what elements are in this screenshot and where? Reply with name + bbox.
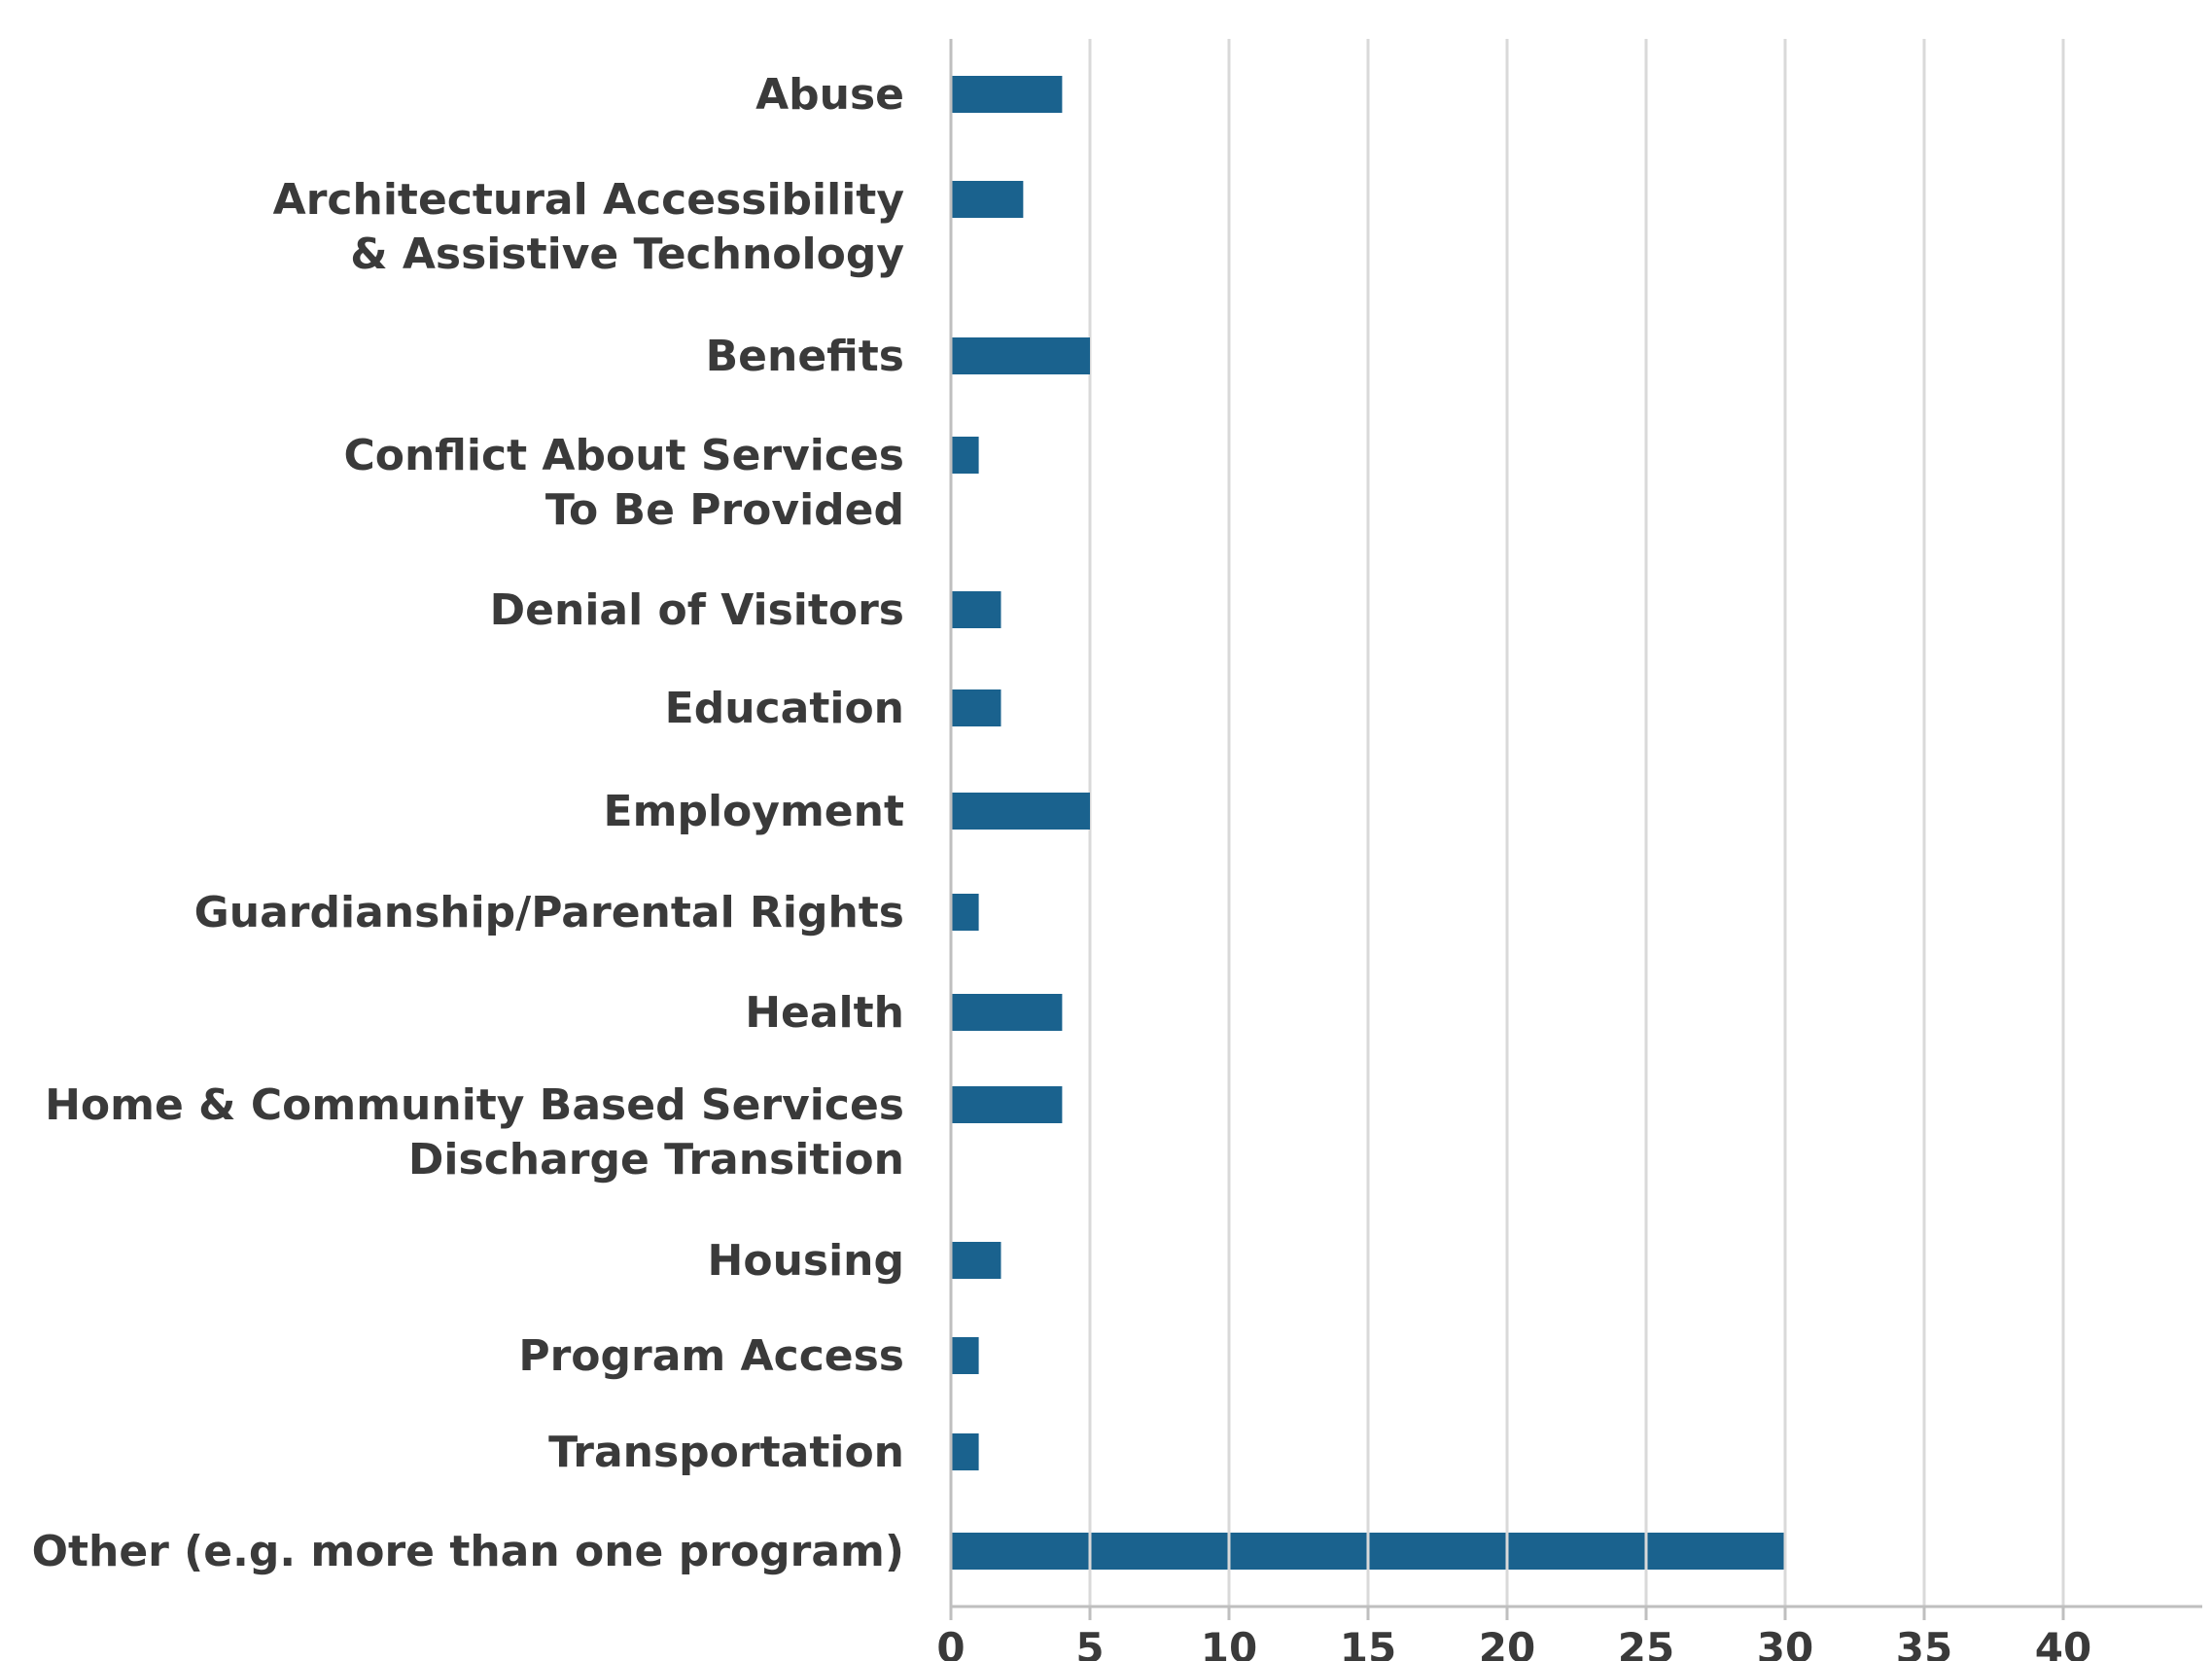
- category-label-9-line-1: Discharge Transition: [408, 1135, 904, 1184]
- bars: [951, 76, 1787, 1570]
- x-tick-label-30: 30: [1757, 1624, 1813, 1661]
- x-tick-label-0: 0: [936, 1624, 965, 1661]
- x-axis: [949, 39, 2202, 1608]
- category-label-1-line-1: & Assistive Technology: [350, 230, 904, 279]
- bar-3: [951, 437, 979, 474]
- bar-1: [951, 181, 1024, 218]
- bar-8: [951, 994, 1063, 1031]
- category-label-10: Housing: [708, 1236, 904, 1286]
- bar-7: [951, 894, 979, 931]
- category-label-8: Health: [745, 988, 904, 1038]
- category-label-4: Denial of Visitors: [490, 585, 904, 635]
- category-label-11: Program Access: [518, 1331, 904, 1381]
- category-label-6: Employment: [604, 787, 904, 836]
- category-labels: Abuse Architectural Accessibility & Assist…: [32, 70, 904, 1576]
- x-tick-label-25: 25: [1618, 1624, 1674, 1661]
- gridlines: [1088, 39, 2065, 1607]
- bar-0: [951, 76, 1063, 113]
- category-label-0: Abuse: [755, 70, 904, 120]
- x-tick-labels: 0 5 10 15 20 25 30 35 40: [936, 1607, 2091, 1661]
- category-label-5: Education: [665, 684, 904, 733]
- category-label-3-line-1: To Be Provided: [545, 485, 904, 535]
- category-label-3-line-0: Conflict About Services: [343, 431, 904, 480]
- bar-6: [951, 793, 1090, 830]
- bar-11: [951, 1337, 979, 1374]
- category-label-12: Transportation: [548, 1428, 904, 1477]
- x-tick-label-15: 15: [1340, 1624, 1396, 1661]
- x-tick-label-10: 10: [1201, 1624, 1257, 1661]
- bar-2: [951, 337, 1090, 374]
- bar-4: [951, 591, 1001, 628]
- category-label-1-line-0: Architectural Accessibility: [273, 175, 904, 225]
- bar-5: [951, 689, 1001, 726]
- bar-10: [951, 1242, 1001, 1279]
- x-tick-label-5: 5: [1075, 1624, 1104, 1661]
- x-tick-label-35: 35: [1896, 1624, 1952, 1661]
- category-label-7: Guardianship/Parental Rights: [194, 888, 904, 937]
- category-label-9-line-0: Home & Community Based Services: [45, 1080, 904, 1130]
- x-tick-label-40: 40: [2035, 1624, 2091, 1661]
- bar-9: [951, 1086, 1063, 1123]
- bar-12: [951, 1433, 979, 1470]
- x-tick-label-20: 20: [1479, 1624, 1535, 1661]
- category-label-13: Other (e.g. more than one program): [32, 1527, 904, 1576]
- category-label-2: Benefits: [706, 332, 904, 381]
